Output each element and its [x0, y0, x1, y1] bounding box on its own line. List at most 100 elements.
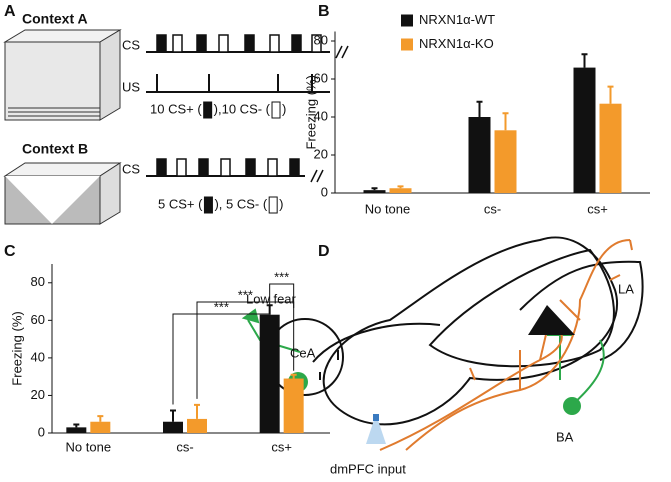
break-mark — [335, 45, 349, 59]
y-tick-label: 0 — [321, 184, 328, 199]
pyramidal-neuron — [528, 305, 575, 335]
break-mark — [310, 169, 324, 183]
x-tick-label: cs+ — [587, 201, 608, 216]
pulse — [289, 158, 300, 177]
pulse — [267, 158, 278, 177]
pulse — [176, 158, 187, 177]
significance-label: *** — [238, 287, 253, 302]
bar — [187, 418, 207, 433]
context-a-box — [3, 29, 122, 121]
error-bar — [607, 85, 614, 104]
circuit-diagram — [241, 236, 644, 451]
panel-label: C — [4, 243, 16, 260]
pulse — [291, 34, 302, 53]
significance-label: *** — [274, 269, 289, 284]
pulse-icon — [203, 101, 213, 119]
pulse — [196, 34, 207, 53]
region-label: CeA — [290, 345, 316, 360]
bar — [573, 67, 596, 193]
error-bar — [371, 187, 378, 191]
y-tick-label: 20 — [31, 387, 45, 402]
us-label: US — [122, 79, 140, 94]
y-tick-label: 60 — [31, 312, 45, 327]
pulse — [269, 34, 280, 53]
legend-label: NRXN1α-WT — [419, 12, 495, 27]
y-tick-label: 20 — [314, 146, 328, 161]
bar — [599, 103, 622, 193]
y-tick-label: 0 — [38, 424, 45, 439]
pulse — [245, 158, 256, 177]
pulse-icon — [268, 196, 278, 214]
context-title: Context A — [22, 11, 88, 27]
bar — [363, 190, 386, 193]
error-bar — [73, 423, 80, 428]
y-axis-label: Freezing (%) — [303, 75, 318, 149]
significance-bracket — [269, 283, 295, 371]
error-bar — [581, 53, 588, 68]
protocol-note: 5 CS+ ( — [158, 196, 203, 211]
x-tick-label: cs- — [484, 201, 501, 216]
bar — [283, 378, 304, 433]
protocol-note: 10 CS+ ( — [150, 101, 202, 116]
error-bar — [397, 185, 404, 189]
pulse — [220, 158, 231, 177]
x-tick-label: cs+ — [271, 439, 292, 454]
pulse — [244, 34, 255, 53]
light-cone — [366, 420, 386, 444]
significance-bracket — [196, 301, 295, 399]
bar — [259, 314, 280, 433]
protocol-note: ),10 CS- ( — [214, 101, 271, 116]
error-bar — [476, 100, 483, 117]
cs-label: CS — [122, 37, 140, 52]
pulse-icon — [203, 196, 213, 214]
region-label: BA — [556, 429, 574, 444]
context-b-box — [3, 162, 122, 225]
y-tick-label: 40 — [314, 108, 328, 123]
pulse-icon — [271, 101, 281, 119]
context-title: Context B — [22, 141, 88, 157]
significance-bracket — [172, 301, 271, 405]
stimulus-timeline: 10 CS+ ( ),10 CS- () 5 CS+ ( ), 5 CS- () — [146, 34, 349, 214]
x-tick-label: No tone — [66, 439, 112, 454]
bar — [66, 427, 87, 433]
bar — [389, 188, 412, 193]
error-bar — [290, 373, 297, 379]
bar — [468, 117, 491, 193]
region-label: LA — [618, 281, 634, 296]
pulse — [311, 34, 322, 53]
y-tick-label: 60 — [314, 70, 328, 85]
protocol-note: ), 5 CS- ( — [214, 196, 267, 211]
pulse — [156, 158, 167, 177]
panel-label: B — [318, 3, 330, 20]
error-bar — [170, 409, 176, 422]
pulse — [218, 34, 229, 53]
cs-label: CS — [122, 161, 140, 176]
legend-label: NRXN1α-KO — [419, 36, 494, 51]
y-tick-label: 80 — [314, 32, 328, 47]
region-label: Low fear — [246, 291, 297, 306]
bar — [163, 421, 183, 433]
panel-label: D — [318, 243, 330, 260]
error-bar — [194, 403, 200, 419]
panel-label: A — [4, 3, 16, 20]
protocol-note: ) — [279, 196, 283, 211]
pulse — [198, 158, 209, 177]
legend-swatch — [401, 14, 413, 27]
protocol-note: ) — [282, 101, 286, 116]
ba-interneuron — [563, 397, 581, 415]
error-bar — [97, 415, 104, 422]
bar — [494, 130, 517, 193]
optic-fiber — [373, 414, 379, 421]
pulse — [172, 34, 183, 53]
y-axis-label: Freezing (%) — [9, 311, 24, 385]
legend-swatch — [401, 38, 413, 51]
pulse — [156, 34, 167, 53]
input-label: dmPFC input — [330, 461, 406, 476]
bar — [90, 421, 111, 433]
significance-label: *** — [214, 299, 229, 314]
x-tick-label: No tone — [365, 201, 411, 216]
x-tick-label: cs- — [176, 439, 193, 454]
error-bar — [502, 112, 509, 131]
y-tick-label: 80 — [31, 274, 45, 289]
